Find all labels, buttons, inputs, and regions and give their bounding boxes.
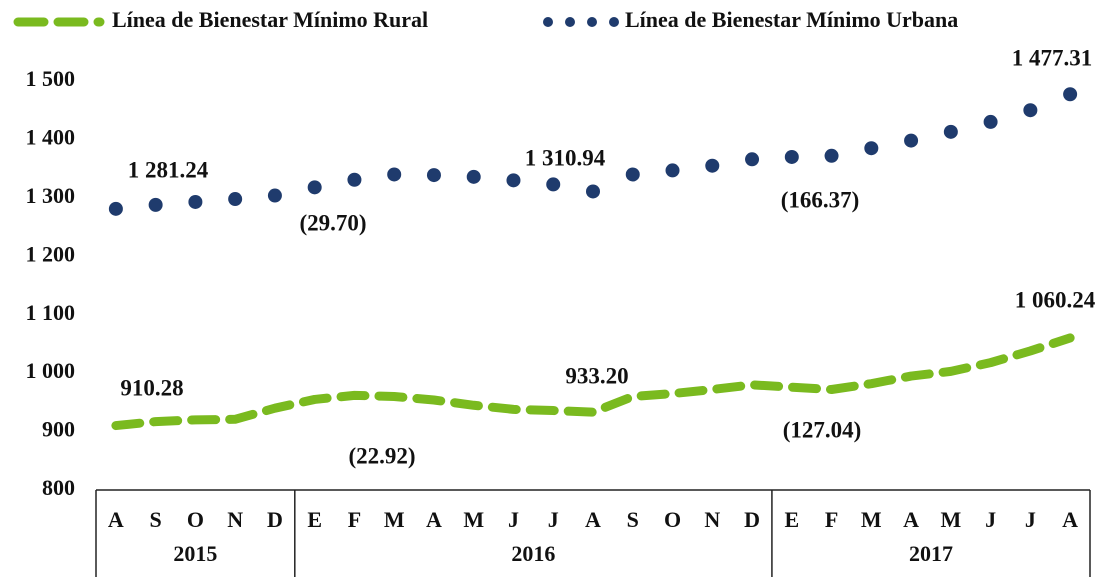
- x-tick-label: E: [784, 507, 799, 532]
- annotation: 1 060.24: [1015, 287, 1096, 312]
- y-tick-label: 1 300: [26, 183, 76, 208]
- x-tick-label: F: [348, 507, 361, 532]
- data-point: [705, 158, 720, 173]
- annotation: 1 281.24: [128, 157, 209, 182]
- x-tick-label: O: [664, 507, 681, 532]
- data-point: [426, 168, 441, 183]
- legend-swatch: [609, 17, 619, 27]
- data-point: [387, 167, 402, 182]
- x-tick-label: M: [861, 507, 882, 532]
- x-tick-label: D: [744, 507, 760, 532]
- x-tick-label: A: [1062, 507, 1078, 532]
- annotation: (22.92): [348, 443, 415, 468]
- annotation: (127.04): [783, 417, 862, 442]
- legend-swatch: [543, 17, 553, 27]
- x-tick-label: M: [463, 507, 484, 532]
- legend-label: Línea de Bienestar Mínimo Rural: [112, 7, 428, 32]
- x-tick-label: S: [150, 507, 162, 532]
- y-tick-label: 1 100: [26, 300, 76, 325]
- data-point: [267, 188, 282, 203]
- data-point: [188, 194, 203, 209]
- x-tick-label: J: [508, 507, 519, 532]
- data-point: [586, 184, 600, 199]
- data-point: [1023, 103, 1038, 118]
- x-tick-label: J: [985, 507, 996, 532]
- data-point: [307, 180, 322, 195]
- x-tick-label: A: [426, 507, 442, 532]
- legend-swatch: [565, 17, 575, 27]
- x-tick-label: O: [187, 507, 204, 532]
- legend-swatch: [587, 17, 597, 27]
- data-point: [983, 114, 998, 129]
- data-point: [1063, 87, 1078, 102]
- data-point: [228, 192, 243, 207]
- x-tick-label: F: [825, 507, 838, 532]
- year-label: 2016: [511, 541, 555, 566]
- annotation: (166.37): [781, 187, 860, 212]
- annotation: (29.70): [299, 210, 366, 235]
- data-point: [347, 172, 362, 187]
- data-point: [824, 148, 839, 163]
- x-tick-label: S: [627, 507, 639, 532]
- y-tick-label: 1 200: [26, 241, 76, 266]
- annotation: 1 477.31: [1012, 45, 1093, 70]
- data-point: [864, 141, 879, 156]
- data-point: [943, 124, 958, 139]
- y-tick-label: 800: [42, 475, 75, 500]
- y-tick-label: 1 400: [26, 124, 76, 149]
- x-tick-label: J: [1025, 507, 1036, 532]
- annotation: 910.28: [120, 375, 183, 400]
- data-point: [466, 169, 481, 184]
- x-tick-label: D: [267, 507, 283, 532]
- data-line: [111, 333, 1075, 431]
- data-point: [665, 163, 680, 178]
- y-tick-label: 1 500: [26, 66, 76, 91]
- x-tick-label: A: [108, 507, 124, 532]
- x-tick-label: M: [940, 507, 961, 532]
- data-point: [506, 173, 521, 188]
- annotation: 933.20: [565, 363, 628, 388]
- year-label: 2015: [173, 541, 217, 566]
- annotation: 1 310.94: [525, 145, 606, 170]
- x-tick-label: N: [227, 507, 243, 532]
- legend-label: Línea de Bienestar Mínimo Urbana: [625, 7, 958, 32]
- data-point: [148, 197, 163, 212]
- data-point: [108, 201, 123, 216]
- year-label: 2017: [909, 541, 953, 566]
- x-tick-label: J: [548, 507, 559, 532]
- x-tick-label: M: [384, 507, 405, 532]
- data-point: [625, 167, 640, 182]
- x-tick-label: A: [903, 507, 919, 532]
- x-tick-label: A: [585, 507, 601, 532]
- data-point: [784, 149, 799, 164]
- y-tick-label: 900: [42, 417, 75, 442]
- y-tick-label: 1 000: [26, 358, 76, 383]
- data-point: [904, 133, 919, 148]
- x-tick-label: N: [704, 507, 720, 532]
- data-point: [546, 177, 561, 192]
- x-tick-label: E: [307, 507, 322, 532]
- data-point: [745, 152, 760, 167]
